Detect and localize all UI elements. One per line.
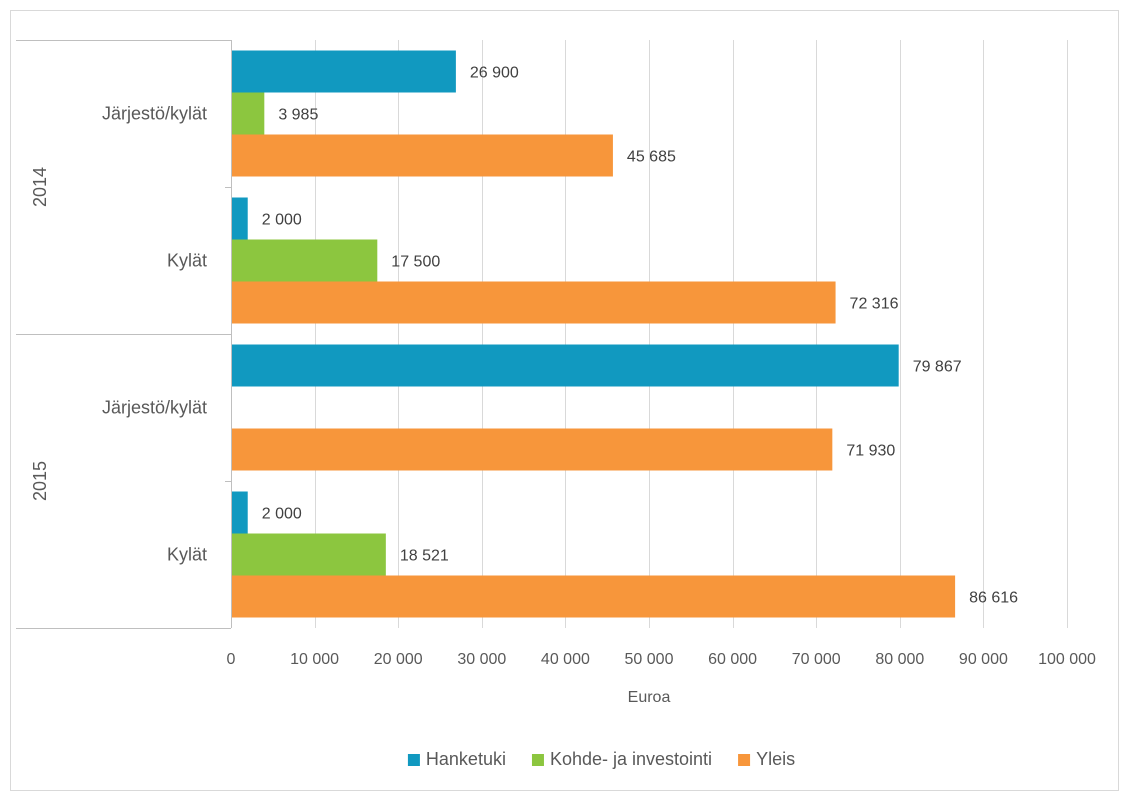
bars [232,50,956,618]
axes [16,40,232,629]
data-label: 79 867 [913,359,962,376]
bar [232,575,956,618]
group-label: 2014 [30,167,50,207]
labels: 0 10 000 20 000 30 000 40 000 50 000 60 000 70 … [30,65,1096,707]
bar [232,344,899,387]
x-tick-label: 0 [227,651,236,668]
bar [232,533,386,576]
x-tick-label: 20 000 [374,651,423,668]
category-label: Kylät [167,545,207,565]
bar [232,50,456,93]
x-tick-label: 40 000 [541,651,590,668]
legend-swatch [531,754,544,766]
legend: Hanketuki Kohde- ja investointi Yleis [407,749,795,769]
x-tick-label: 50 000 [625,651,674,668]
x-tick-label: 30 000 [457,651,506,668]
data-label: 72 316 [850,296,899,313]
category-label: Kylät [167,251,207,271]
category-label: Järjestö/kylät [102,104,207,124]
bar [232,92,265,135]
data-label: 71 930 [846,443,895,460]
bar [232,197,248,240]
data-label: 17 500 [391,254,440,271]
legend-swatch [407,754,420,766]
bar [232,134,613,177]
legend-label: Kohde- ja investointi [550,749,712,769]
bar [232,281,836,324]
data-label: 2 000 [262,212,302,229]
x-tick-label: 70 000 [792,651,841,668]
data-label: 18 521 [400,548,449,565]
category-label: Järjestö/kylät [102,398,207,418]
data-label: 26 900 [470,65,519,82]
bar [232,428,833,471]
x-tick-label: 100 000 [1038,651,1096,668]
data-label: 45 685 [627,149,676,166]
legend-label: Hanketuki [426,749,506,769]
legend-swatch [738,754,751,766]
bar [232,491,248,534]
x-tick-label: 90 000 [959,651,1008,668]
data-label: 2 000 [262,506,302,523]
x-tick-label: 60 000 [708,651,757,668]
data-label: 3 985 [278,107,318,124]
bar [232,239,378,282]
data-label: 86 616 [969,590,1018,607]
x-tick-label: 80 000 [875,651,924,668]
x-axis-title: Euroa [628,689,671,706]
legend-label: Yleis [756,749,795,769]
group-label: 2015 [30,461,50,501]
x-tick-label: 10 000 [290,651,339,668]
